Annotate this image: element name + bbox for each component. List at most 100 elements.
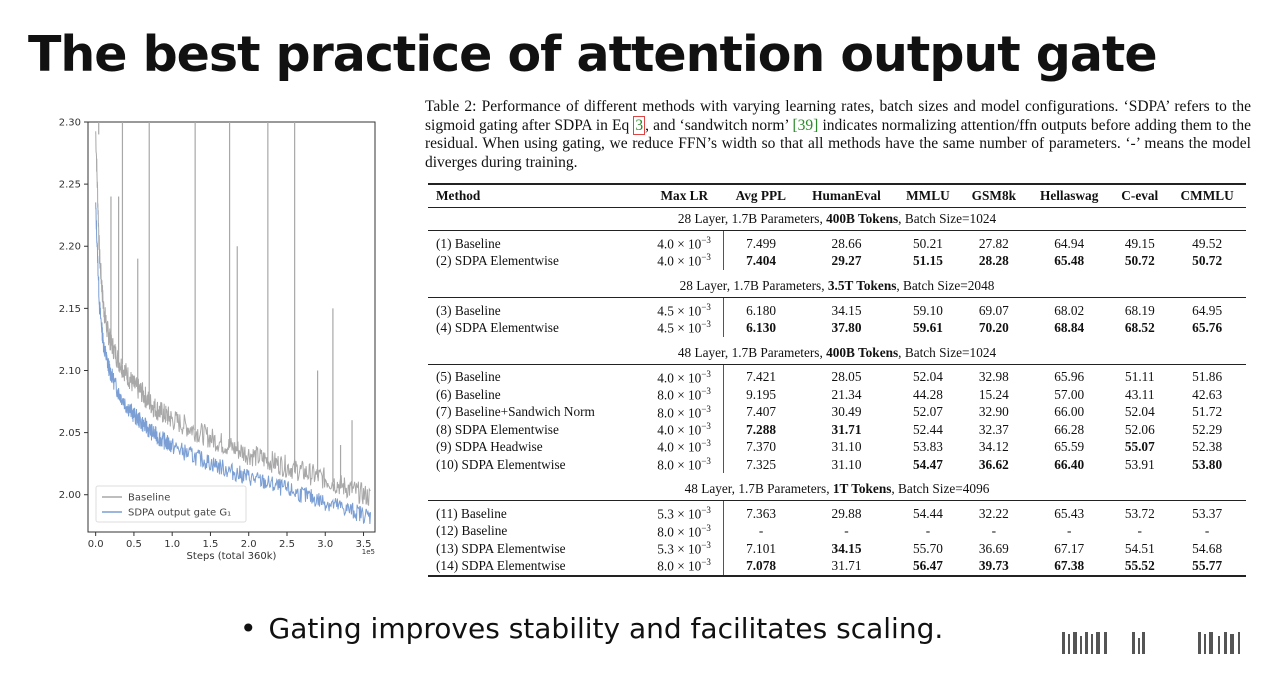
metric-cell-c-eval: 49.15 bbox=[1124, 235, 1155, 251]
table-group-header: 28 Layer, 1.7B Parameters, 3.5T Tokens, … bbox=[428, 274, 1246, 298]
x-tick-label: 3.5 bbox=[356, 539, 372, 550]
metric-cell-c-eval: 68.19 bbox=[1124, 302, 1155, 318]
column-header-hellaswag: Hellaswag bbox=[1039, 188, 1099, 203]
metric-cell-avg-ppl: 7.363 bbox=[746, 505, 776, 521]
metric-cell-c-eval: - bbox=[1137, 523, 1142, 539]
metric-cell-c-eval: 54.51 bbox=[1124, 540, 1155, 556]
metric-cell-c-eval: 53.72 bbox=[1124, 505, 1155, 521]
metric-cell-c-eval: 55.07 bbox=[1124, 439, 1155, 455]
metric-cell-humaneval: 31.10 bbox=[831, 439, 862, 455]
max-lr-cell: 4.5 × 10−3 bbox=[644, 297, 725, 320]
metric-cell-c-eval: 52.04 bbox=[1124, 404, 1155, 420]
metric-cell-humaneval: 21.34 bbox=[831, 386, 862, 402]
table-row: (12) Baseline 8.0 × 10−3 - - - - - - - bbox=[428, 522, 1246, 541]
metric-cell-avg-ppl: 7.407 bbox=[746, 404, 776, 420]
max-lr-cell: 5.3 × 10−3 bbox=[644, 500, 725, 523]
table-group-header: 28 Layer, 1.7B Parameters, 400B Tokens, … bbox=[428, 207, 1246, 231]
method-cell: (6) Baseline bbox=[436, 386, 501, 402]
group-title: 48 Layer, 1.7B Parameters, 400B Tokens, … bbox=[428, 341, 1246, 365]
metric-cell-mmlu: 54.44 bbox=[912, 505, 943, 521]
method-cell: (13) SDPA Elementwise bbox=[436, 540, 566, 556]
metric-cell-gsm8k: 32.98 bbox=[978, 369, 1009, 385]
metric-cell-cmmlu: 65.76 bbox=[1192, 319, 1223, 335]
metric-cell-gsm8k: 32.37 bbox=[978, 421, 1009, 437]
x-tick-label: 0.5 bbox=[126, 539, 142, 550]
x-axis-label: Steps (total 360k) bbox=[187, 551, 277, 562]
metric-cell-avg-ppl: 7.325 bbox=[746, 456, 776, 472]
metric-cell-gsm8k: 36.69 bbox=[978, 540, 1009, 556]
series-line-sdpa-gate bbox=[95, 202, 371, 525]
metric-cell-mmlu: 44.28 bbox=[912, 386, 943, 402]
metric-cell-mmlu: 51.15 bbox=[912, 253, 943, 269]
group-title: 48 Layer, 1.7B Parameters, 1T Tokens, Ba… bbox=[428, 478, 1246, 502]
metric-cell-hellaswag: 64.94 bbox=[1054, 235, 1085, 251]
max-lr-cell: 4.5 × 10−3 bbox=[644, 319, 725, 337]
metric-cell-mmlu: 54.47 bbox=[912, 456, 943, 472]
watermark-logo-icon bbox=[1062, 632, 1240, 654]
legend-label-sdpa-gate: SDPA output gate G₁ bbox=[128, 508, 231, 519]
metric-cell-mmlu: 59.10 bbox=[912, 302, 943, 318]
metric-cell-avg-ppl: 7.288 bbox=[746, 421, 776, 437]
metric-cell-cmmlu: 53.80 bbox=[1192, 456, 1223, 472]
metric-cell-humaneval: - bbox=[844, 523, 849, 539]
metric-cell-humaneval: 34.15 bbox=[831, 540, 862, 556]
metric-cell-cmmlu: 51.86 bbox=[1192, 369, 1223, 385]
metric-cell-avg-ppl: - bbox=[758, 523, 764, 539]
metric-cell-avg-ppl: 7.101 bbox=[746, 540, 776, 556]
caption-text-2: , and ‘sandwitch norm’ bbox=[645, 116, 793, 134]
slide-title: The best practice of attention output ga… bbox=[28, 26, 1158, 83]
method-cell: (10) SDPA Elementwise bbox=[436, 456, 566, 472]
metric-cell-avg-ppl: 7.404 bbox=[746, 253, 776, 269]
metric-cell-gsm8k: 32.22 bbox=[978, 505, 1009, 521]
metric-cell-humaneval: 31.71 bbox=[831, 421, 862, 437]
y-tick-label: 2.05 bbox=[59, 428, 81, 439]
max-lr-cell: 4.0 × 10−3 bbox=[644, 420, 725, 439]
metric-cell-cmmlu: 55.77 bbox=[1192, 558, 1223, 574]
metric-cell-hellaswag: 65.59 bbox=[1054, 439, 1085, 455]
metric-cell-mmlu: 52.04 bbox=[912, 369, 943, 385]
table-group-header: 48 Layer, 1.7B Parameters, 1T Tokens, Ba… bbox=[428, 478, 1246, 502]
metric-cell-cmmlu: - bbox=[1204, 523, 1210, 539]
metric-cell-hellaswag: 65.48 bbox=[1054, 253, 1085, 269]
metric-cell-c-eval: 55.52 bbox=[1124, 558, 1155, 574]
table-row: (7) Baseline+Sandwich Norm 8.0 × 10−3 7.40… bbox=[428, 403, 1246, 421]
metric-cell-hellaswag: 66.28 bbox=[1054, 421, 1085, 437]
max-lr-cell: 8.0 × 10−3 bbox=[644, 557, 725, 576]
metric-cell-gsm8k: 70.20 bbox=[978, 319, 1009, 335]
y-tick-label: 2.30 bbox=[59, 118, 81, 129]
metric-cell-mmlu: 56.47 bbox=[912, 558, 943, 574]
y-tick-label: 2.00 bbox=[59, 490, 81, 501]
metric-cell-cmmlu: 49.52 bbox=[1192, 235, 1223, 251]
x-tick-label: 2.0 bbox=[241, 539, 257, 550]
column-header-mmlu: MMLU bbox=[906, 188, 950, 203]
table-row: (4) SDPA Elementwise 4.5 × 10−3 6.130 37.80… bbox=[428, 319, 1246, 337]
column-header-humaneval: HumanEval bbox=[812, 188, 881, 203]
metric-cell-humaneval: 29.88 bbox=[831, 505, 862, 521]
table-header-row: Method Max LR Avg PPL HumanEval MMLU GSM8k Hel… bbox=[428, 184, 1246, 208]
metric-cell-cmmlu: 50.72 bbox=[1192, 253, 1223, 269]
table-row: (10) SDPA Elementwise 8.0 × 10−3 7.325 31.1… bbox=[428, 455, 1246, 474]
y-tick-label: 2.20 bbox=[59, 242, 81, 253]
y-tick-label: 2.10 bbox=[59, 366, 81, 377]
citation-link[interactable]: [39] bbox=[792, 116, 819, 134]
metric-cell-c-eval: 50.72 bbox=[1124, 253, 1155, 269]
metric-cell-mmlu: 55.70 bbox=[912, 540, 943, 556]
equation-reference-link[interactable]: 3 bbox=[633, 115, 646, 135]
metric-cell-humaneval: 30.49 bbox=[831, 404, 862, 420]
table-body: 28 Layer, 1.7B Parameters, 400B Tokens, … bbox=[428, 207, 1246, 576]
chart-svg: 2.00 2.05 2.10 2.15 2.20 2.25 2.30 0.0 0.5 1.0 1.5… bbox=[59, 118, 376, 562]
method-cell: (5) Baseline bbox=[436, 369, 501, 385]
metric-cell-hellaswag: - bbox=[1066, 523, 1072, 539]
method-cell: (2) SDPA Elementwise bbox=[436, 253, 559, 269]
metric-cell-hellaswag: 66.40 bbox=[1054, 456, 1085, 472]
column-header-avg-ppl: Avg PPL bbox=[735, 188, 786, 203]
group-title: 28 Layer, 1.7B Parameters, 400B Tokens, … bbox=[428, 207, 1246, 231]
metric-cell-cmmlu: 51.72 bbox=[1192, 404, 1223, 420]
metric-cell-avg-ppl: 7.078 bbox=[746, 558, 776, 574]
metric-cell-humaneval: 37.80 bbox=[831, 319, 862, 335]
max-lr-cell: 5.3 × 10−3 bbox=[644, 540, 725, 558]
x-tick-label: 1.5 bbox=[203, 539, 219, 550]
metric-cell-gsm8k: 34.12 bbox=[978, 439, 1009, 455]
table-row: (8) SDPA Elementwise 4.0 × 10−3 7.288 31.71… bbox=[428, 420, 1246, 439]
caption-text-3: indicates normalizing attention/ffn outp… bbox=[425, 116, 1251, 171]
